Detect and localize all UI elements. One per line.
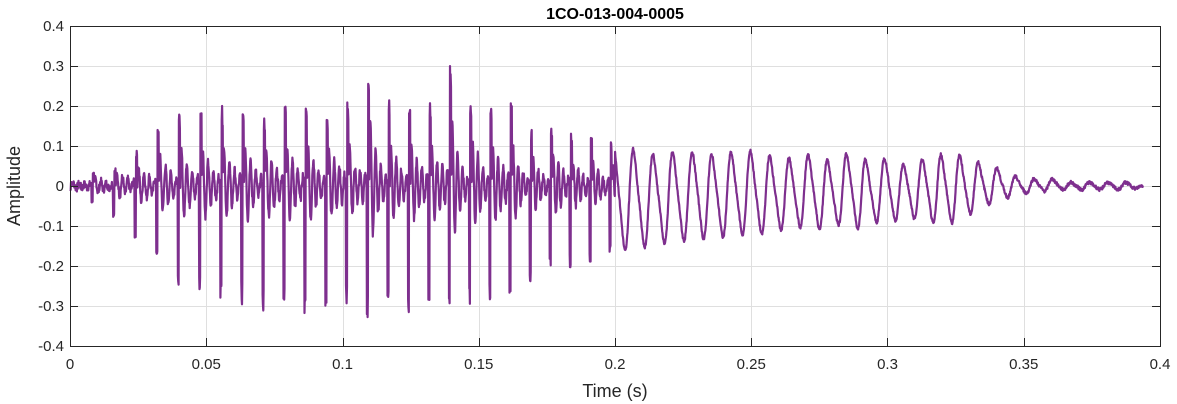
x-tick-label: 0.1 [332,356,353,373]
x-tick-label: 0.15 [464,356,493,373]
y-tick-label: 0.4 [43,18,64,35]
x-tick-label: 0.05 [192,356,221,373]
y-tick-label: -0.3 [38,298,64,315]
y-tick-label: -0.1 [38,218,64,235]
y-tick-label: -0.2 [38,258,64,275]
x-tick-label: 0 [66,356,74,373]
x-axis-label: Time (s) [582,381,647,401]
y-axis-label: Amplitude [4,146,24,226]
y-tick-label: 0 [56,178,64,195]
x-tick-labels: 0 0.05 0.1 0.15 0.2 0.25 0.3 0.35 0.4 [66,356,1171,373]
y-tick-label: 0.2 [43,98,64,115]
x-tick-label: 0.4 [1150,356,1171,373]
y-tick-label: 0.1 [43,138,64,155]
y-tick-labels: -0.4 -0.3 -0.2 -0.1 0 0.1 0.2 0.3 0.4 [38,18,64,355]
waveform-series-line [69,65,1145,319]
y-tick-label: -0.4 [38,338,64,355]
x-tick-label: 0.35 [1009,356,1038,373]
x-tick-label: 0.3 [877,356,898,373]
axis-ticks [70,26,1161,347]
x-tick-label: 0.2 [605,356,626,373]
y-tick-label: 0.3 [43,58,64,75]
x-tick-label: 0.25 [737,356,766,373]
chart-title: 1CO-013-004-0005 [546,6,684,23]
